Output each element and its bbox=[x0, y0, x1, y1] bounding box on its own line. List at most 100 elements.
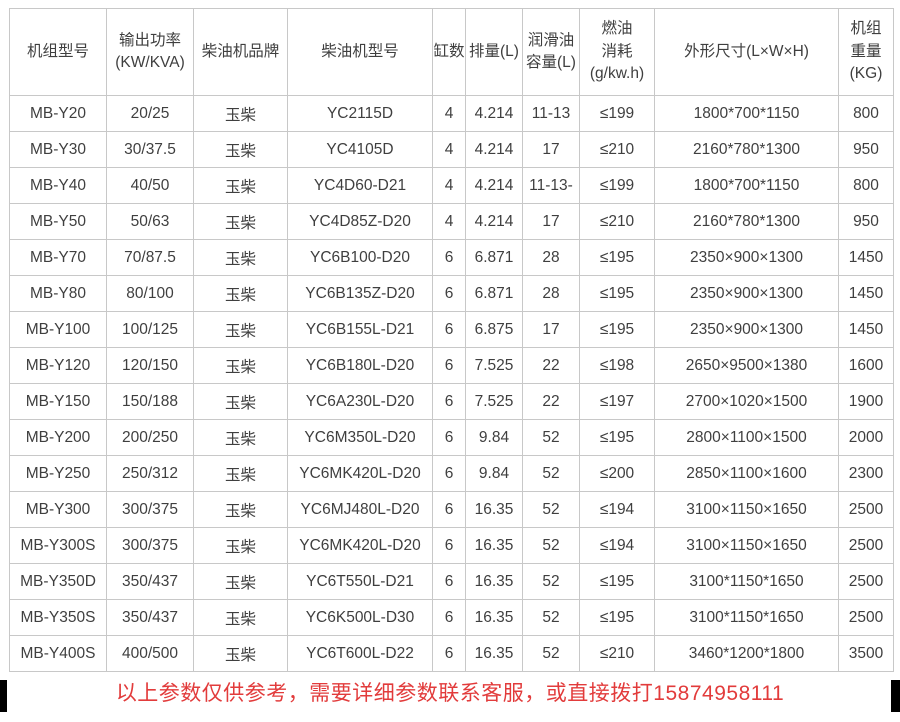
cell-dimensions: 3460*1200*1800 bbox=[654, 635, 839, 672]
table-row: MB-Y20 20/25 玉柴 YC2115D 4 4.214 11-13 ≤199 1800*… bbox=[9, 95, 894, 132]
table-row: MB-Y50 50/63 玉柴 YC4D85Z-D20 4 4.214 17 ≤210 2160… bbox=[9, 203, 894, 240]
table-body: MB-Y20 20/25 玉柴 YC2115D 4 4.214 11-13 ≤199 1800*… bbox=[9, 95, 894, 672]
cell-lube: 28 bbox=[522, 239, 580, 276]
cell-cylinders: 6 bbox=[432, 383, 466, 420]
cell-fuel: ≤195 bbox=[579, 275, 655, 312]
cell-weight: 800 bbox=[838, 167, 894, 204]
cell-displacement: 4.214 bbox=[465, 95, 523, 132]
cell-lube: 17 bbox=[522, 203, 580, 240]
cell-engine: YC6MK420L-D20 bbox=[287, 527, 433, 564]
cell-power: 120/150 bbox=[106, 347, 194, 384]
cell-model: MB-Y30 bbox=[9, 131, 107, 168]
cell-power: 300/375 bbox=[106, 491, 194, 528]
cell-fuel: ≤195 bbox=[579, 599, 655, 636]
cell-model: MB-Y150 bbox=[9, 383, 107, 420]
table-row: MB-Y80 80/100 玉柴 YC6B135Z-D20 6 6.871 28 ≤195 23… bbox=[9, 275, 894, 312]
cell-weight: 2300 bbox=[838, 455, 894, 492]
cell-power: 250/312 bbox=[106, 455, 194, 492]
col-header-power: 输出功率 (KW/KVA) bbox=[106, 8, 194, 96]
col-header-dimensions: 外形尺寸(L×W×H) bbox=[654, 8, 839, 96]
col-header-model: 机组型号 bbox=[9, 8, 107, 96]
cell-displacement: 16.35 bbox=[465, 563, 523, 600]
cell-fuel: ≤210 bbox=[579, 635, 655, 672]
cell-weight: 2500 bbox=[838, 527, 894, 564]
cell-brand: 玉柴 bbox=[193, 203, 288, 240]
cell-weight: 2500 bbox=[838, 599, 894, 636]
cell-power: 40/50 bbox=[106, 167, 194, 204]
cell-cylinders: 6 bbox=[432, 563, 466, 600]
cell-lube: 52 bbox=[522, 491, 580, 528]
cell-displacement: 6.871 bbox=[465, 239, 523, 276]
cell-displacement: 9.84 bbox=[465, 455, 523, 492]
cell-weight: 950 bbox=[838, 131, 894, 168]
col-header-displacement: 排量(L) bbox=[465, 8, 523, 96]
table-row: MB-Y100 100/125 玉柴 YC6B155L-D21 6 6.875 17 ≤195… bbox=[9, 311, 894, 348]
cell-engine: YC2115D bbox=[287, 95, 433, 132]
cell-dimensions: 3100*1150*1650 bbox=[654, 563, 839, 600]
cell-model: MB-Y300S bbox=[9, 527, 107, 564]
cell-power: 200/250 bbox=[106, 419, 194, 456]
cell-fuel: ≤197 bbox=[579, 383, 655, 420]
cell-model: MB-Y350D bbox=[9, 563, 107, 600]
cell-brand: 玉柴 bbox=[193, 131, 288, 168]
cell-fuel: ≤200 bbox=[579, 455, 655, 492]
cell-displacement: 16.35 bbox=[465, 491, 523, 528]
cell-dimensions: 3100×1150×1650 bbox=[654, 527, 839, 564]
cell-brand: 玉柴 bbox=[193, 383, 288, 420]
cell-dimensions: 2350×900×1300 bbox=[654, 311, 839, 348]
cell-power: 150/188 bbox=[106, 383, 194, 420]
cell-cylinders: 6 bbox=[432, 455, 466, 492]
cell-model: MB-Y300 bbox=[9, 491, 107, 528]
cell-lube: 28 bbox=[522, 275, 580, 312]
cell-displacement: 4.214 bbox=[465, 131, 523, 168]
cell-model: MB-Y350S bbox=[9, 599, 107, 636]
cell-power: 100/125 bbox=[106, 311, 194, 348]
cell-brand: 玉柴 bbox=[193, 563, 288, 600]
table-row: MB-Y150 150/188 玉柴 YC6A230L-D20 6 7.525 22 ≤197… bbox=[9, 383, 894, 420]
cell-engine: YC6MJ480L-D20 bbox=[287, 491, 433, 528]
cell-model: MB-Y400S bbox=[9, 635, 107, 672]
cell-engine: YC6B100-D20 bbox=[287, 239, 433, 276]
cell-engine: YC6K500L-D30 bbox=[287, 599, 433, 636]
table-header: 机组型号 输出功率 (KW/KVA) 柴油机品牌 柴油机型号 缸数 排量(L) 润滑油 容量(L… bbox=[9, 8, 894, 96]
cell-model: MB-Y120 bbox=[9, 347, 107, 384]
cell-brand: 玉柴 bbox=[193, 239, 288, 276]
cell-dimensions: 2700×1020×1500 bbox=[654, 383, 839, 420]
col-header-cylinders: 缸数 bbox=[432, 8, 466, 96]
cell-lube: 22 bbox=[522, 347, 580, 384]
cell-fuel: ≤194 bbox=[579, 491, 655, 528]
cell-lube: 17 bbox=[522, 131, 580, 168]
cell-fuel: ≤194 bbox=[579, 527, 655, 564]
cell-displacement: 4.214 bbox=[465, 203, 523, 240]
cell-weight: 950 bbox=[838, 203, 894, 240]
cell-model: MB-Y80 bbox=[9, 275, 107, 312]
cell-weight: 3500 bbox=[838, 635, 894, 672]
cell-cylinders: 6 bbox=[432, 491, 466, 528]
corner-mark-right bbox=[891, 680, 900, 712]
cell-displacement: 7.525 bbox=[465, 347, 523, 384]
cell-cylinders: 6 bbox=[432, 419, 466, 456]
cell-model: MB-Y250 bbox=[9, 455, 107, 492]
col-header-brand: 柴油机品牌 bbox=[193, 8, 288, 96]
notice-text: 以上参数仅供参考，需要详细参数联系客服，或直接拨打15874958111 bbox=[115, 682, 785, 705]
cell-model: MB-Y40 bbox=[9, 167, 107, 204]
cell-weight: 2500 bbox=[838, 563, 894, 600]
page: 机组型号 输出功率 (KW/KVA) 柴油机品牌 柴油机型号 缸数 排量(L) 润滑油 容量(L… bbox=[9, 8, 894, 672]
cell-weight: 2000 bbox=[838, 419, 894, 456]
cell-dimensions: 1800*700*1150 bbox=[654, 167, 839, 204]
cell-cylinders: 6 bbox=[432, 275, 466, 312]
cell-brand: 玉柴 bbox=[193, 491, 288, 528]
table-row: MB-Y350D 350/437 玉柴 YC6T550L-D21 6 16.35 52 ≤19… bbox=[9, 563, 894, 600]
cell-fuel: ≤199 bbox=[579, 95, 655, 132]
cell-dimensions: 2160*780*1300 bbox=[654, 131, 839, 168]
table-row: MB-Y300 300/375 玉柴 YC6MJ480L-D20 6 16.35 52 ≤19… bbox=[9, 491, 894, 528]
footer-bar: 以上参数仅供参考，需要详细参数联系客服，或直接拨打15874958111 bbox=[0, 672, 900, 712]
col-header-lube: 润滑油 容量(L) bbox=[522, 8, 580, 96]
cell-model: MB-Y70 bbox=[9, 239, 107, 276]
cell-engine: YC6B180L-D20 bbox=[287, 347, 433, 384]
cell-fuel: ≤199 bbox=[579, 167, 655, 204]
cell-brand: 玉柴 bbox=[193, 635, 288, 672]
table-row: MB-Y70 70/87.5 玉柴 YC6B100-D20 6 6.871 28 ≤195 23… bbox=[9, 239, 894, 276]
cell-power: 350/437 bbox=[106, 563, 194, 600]
cell-brand: 玉柴 bbox=[193, 599, 288, 636]
